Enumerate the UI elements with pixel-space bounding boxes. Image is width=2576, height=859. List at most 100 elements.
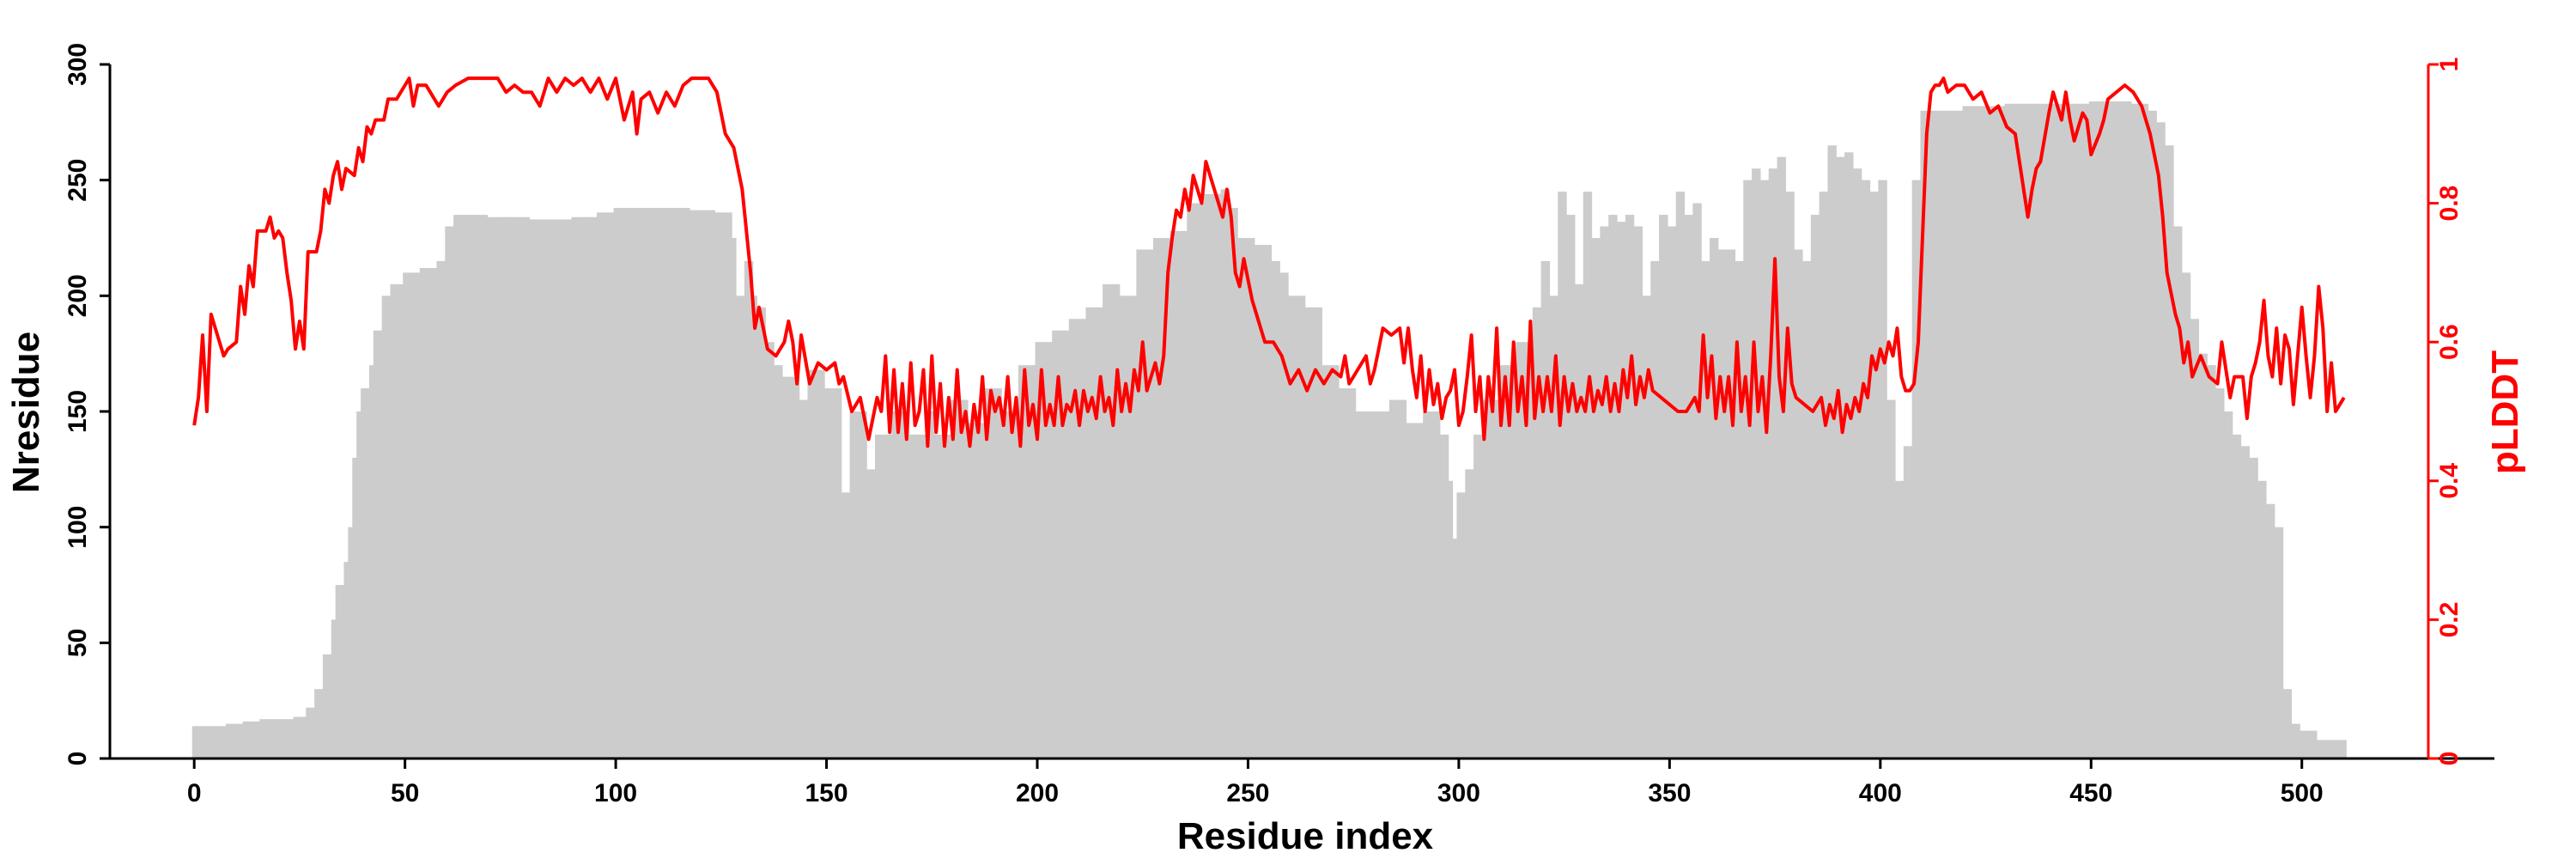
bar — [428, 268, 434, 758]
bar — [1448, 480, 1454, 758]
bar — [1469, 469, 1474, 758]
bar — [2026, 103, 2031, 759]
bar — [756, 307, 762, 758]
bar — [1604, 226, 1609, 758]
bar — [605, 212, 611, 758]
bar — [1646, 295, 1651, 759]
bar — [1224, 189, 1230, 758]
bar — [1600, 226, 1605, 758]
bar — [554, 219, 560, 758]
bar — [1368, 411, 1373, 758]
bar — [571, 216, 577, 758]
bar — [803, 399, 809, 758]
bar — [1178, 230, 1183, 758]
bar — [1595, 238, 1601, 758]
bar — [854, 411, 859, 758]
bar — [816, 369, 821, 758]
bar — [306, 707, 311, 758]
bar — [2165, 145, 2170, 758]
bar — [191, 726, 197, 758]
bar — [1785, 192, 1790, 758]
bar-series — [191, 101, 2347, 759]
bar — [268, 719, 273, 758]
bar — [1068, 319, 1074, 758]
bar — [1667, 226, 1673, 758]
bar — [917, 434, 922, 758]
bar — [2135, 103, 2141, 759]
bar — [1481, 399, 1487, 758]
bar — [732, 238, 737, 758]
bar — [1103, 283, 1108, 758]
bar — [1094, 307, 1099, 758]
y-axis-right-ticks: 0 0.2 0.4 0.6 0.8 1 — [2428, 58, 2464, 765]
bar — [2152, 110, 2157, 758]
bar — [1692, 203, 1698, 759]
bar — [377, 330, 383, 758]
bar — [1503, 365, 1508, 758]
bar — [1233, 207, 1238, 759]
bar — [664, 207, 670, 759]
bar — [558, 219, 564, 758]
bar — [1759, 180, 1765, 759]
bar — [222, 726, 227, 758]
bar — [1427, 411, 1432, 758]
bar — [1836, 156, 1841, 759]
bar — [1608, 215, 1613, 758]
bar — [1675, 192, 1681, 758]
bar — [2105, 101, 2111, 759]
bar — [1254, 245, 1260, 759]
bar — [1574, 283, 1580, 758]
bar — [739, 295, 745, 759]
bar — [1431, 411, 1437, 758]
bar — [2097, 101, 2103, 759]
bar — [580, 216, 585, 758]
bar — [1119, 295, 1125, 759]
bar — [1852, 168, 1858, 758]
bar — [1001, 411, 1006, 758]
bar — [314, 689, 319, 758]
bar — [1200, 203, 1205, 759]
bar — [1874, 192, 1879, 758]
bar — [1220, 189, 1226, 758]
bar — [415, 272, 421, 758]
bar — [2300, 730, 2305, 758]
bar — [1461, 492, 1466, 758]
bar — [2324, 740, 2330, 758]
bar — [900, 411, 905, 758]
bar — [339, 585, 345, 758]
bar — [1680, 192, 1686, 758]
bar — [1764, 180, 1770, 759]
bar — [993, 388, 998, 758]
bar — [714, 212, 720, 758]
bar — [1292, 295, 1297, 759]
bar — [1756, 168, 1761, 758]
bar — [1794, 249, 1799, 759]
bar — [284, 719, 290, 758]
bar — [1637, 226, 1643, 758]
bar — [1710, 238, 1715, 758]
bar — [1077, 319, 1083, 758]
bar — [1490, 399, 1496, 758]
bar — [984, 388, 990, 758]
bar — [1962, 106, 1968, 759]
bar — [2076, 103, 2081, 759]
bar — [677, 207, 682, 759]
bar — [1026, 365, 1032, 758]
bar — [1798, 249, 1803, 759]
bar — [1330, 365, 1335, 758]
bar — [1971, 106, 1976, 759]
bar — [440, 260, 446, 758]
bar — [226, 723, 231, 758]
bar — [1127, 295, 1133, 759]
bar — [1528, 342, 1534, 758]
bar — [1701, 260, 1706, 758]
bar — [2215, 388, 2221, 758]
bar — [575, 216, 580, 758]
y-right-tick-label: 0.8 — [2435, 186, 2464, 222]
bar — [1591, 238, 1597, 758]
bar — [1107, 283, 1112, 758]
bar — [453, 215, 459, 758]
bar — [871, 469, 876, 758]
bar — [887, 434, 893, 758]
